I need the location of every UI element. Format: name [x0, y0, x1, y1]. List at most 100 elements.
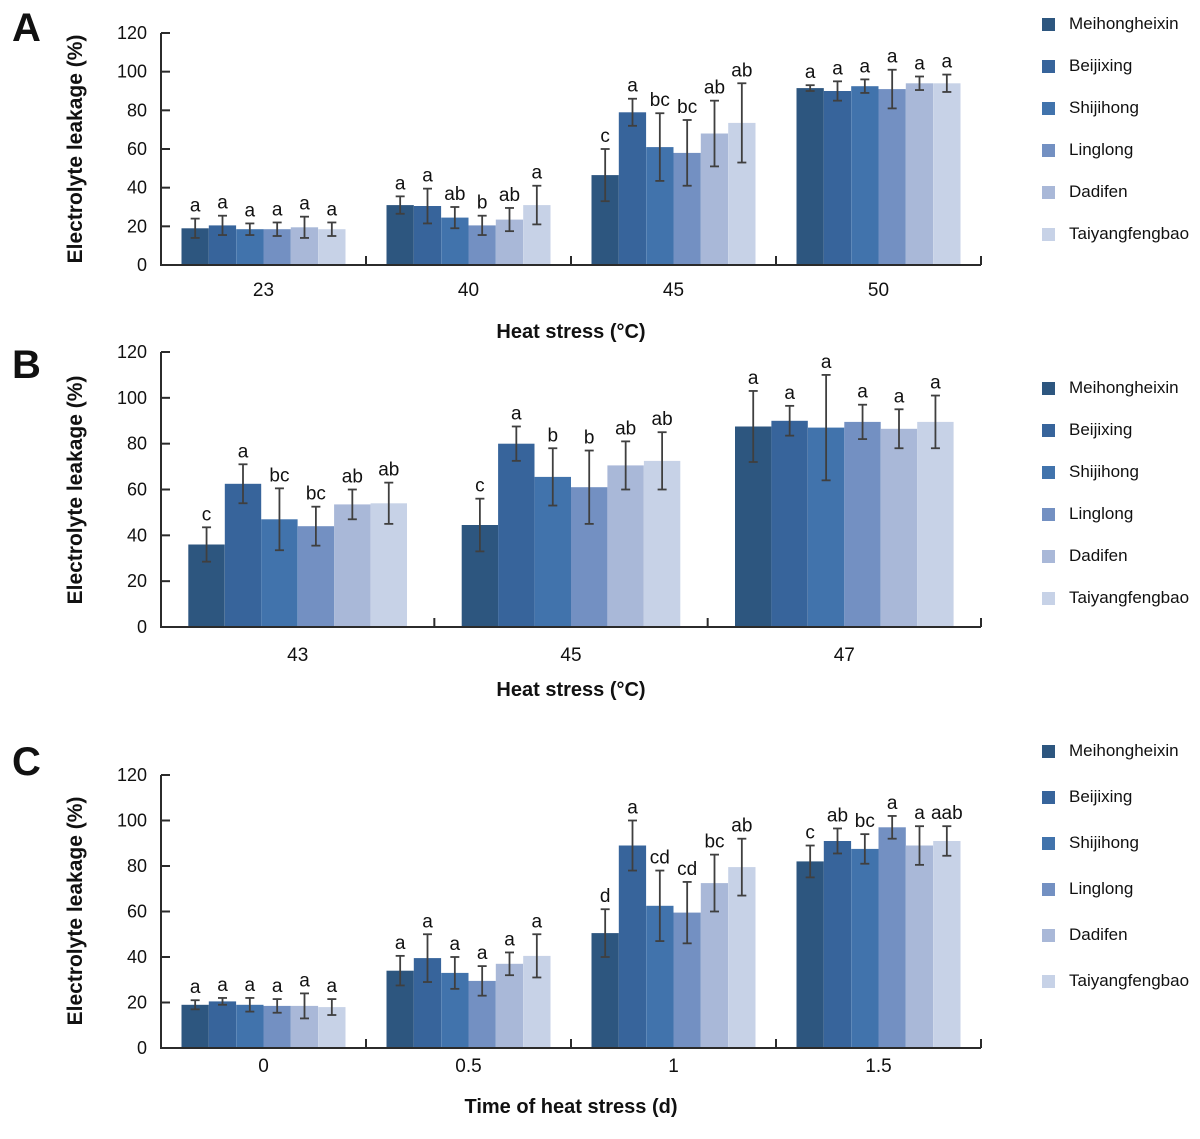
- error-bar: [748, 390, 758, 463]
- legend-swatch-icon: [1042, 591, 1055, 605]
- error-bar: [477, 965, 487, 997]
- error-bar: [300, 992, 309, 1020]
- significance-letter: d: [600, 886, 611, 907]
- error-bar: [710, 99, 719, 168]
- legend-label: Dadifen: [1069, 546, 1128, 565]
- panel-b-legend: Meihongheixin Beijixing Shijihong Linglong D…: [1042, 378, 1189, 608]
- significance-letter: ab: [827, 806, 848, 827]
- significance-letter: a: [299, 194, 310, 215]
- error-bar: [628, 819, 637, 872]
- significance-letter: a: [190, 977, 201, 998]
- significance-letter: aab: [931, 803, 963, 824]
- error-bar: [942, 73, 952, 93]
- legend-swatch-icon: [1042, 381, 1055, 395]
- error-bar: [710, 853, 719, 913]
- panel-c-legend: Meihongheixin Beijixing Shijihong Linglong D…: [1042, 741, 1189, 991]
- legend-label: Shijihong: [1069, 833, 1139, 852]
- bar: [905, 83, 934, 265]
- significance-letter: c: [202, 504, 212, 525]
- significance-letter: ab: [444, 184, 465, 205]
- significance-letter: a: [395, 173, 406, 194]
- bar: [823, 91, 852, 265]
- significance-letter: b: [477, 193, 488, 214]
- bar: [796, 861, 824, 1048]
- error-bar: [238, 463, 248, 505]
- x-tick-label: 1: [668, 1056, 679, 1077]
- significance-letter: a: [238, 441, 249, 462]
- legend-label: Beijixing: [1069, 787, 1133, 806]
- significance-letter: bc: [704, 832, 724, 853]
- y-tick-label: 0: [137, 617, 147, 637]
- error-bar: [858, 403, 868, 440]
- legend-item-meihongheixin: Meihongheixin: [1042, 14, 1189, 34]
- error-bar: [600, 908, 610, 958]
- error-bar: [190, 217, 200, 239]
- error-bar: [584, 449, 594, 525]
- significance-letter: a: [821, 352, 832, 373]
- y-tick-label: 40: [127, 178, 147, 198]
- error-bar: [532, 933, 542, 979]
- bar: [796, 88, 824, 265]
- legend-label: Dadifen: [1069, 925, 1128, 944]
- significance-letter: c: [475, 476, 485, 497]
- error-bar: [450, 206, 460, 230]
- bar: [851, 848, 879, 1048]
- error-bar: [930, 394, 940, 450]
- legend-label: Meihongheixin: [1069, 741, 1179, 760]
- x-tick-label: 47: [834, 645, 855, 666]
- significance-letter: ab: [704, 78, 725, 99]
- significance-letter: ab: [615, 418, 636, 439]
- legend-label: Linglong: [1069, 879, 1134, 898]
- panel-c-x-axis-title: Time of heat stress (d): [464, 1096, 678, 1118]
- bar: [878, 89, 906, 265]
- significance-letter: a: [914, 803, 925, 824]
- bar: [618, 845, 647, 1048]
- legend-label: Shijihong: [1069, 98, 1139, 117]
- legend-swatch-icon: [1042, 143, 1055, 157]
- bar: [181, 1004, 209, 1048]
- significance-letter: a: [327, 200, 338, 221]
- bar: [334, 504, 371, 627]
- significance-letter: ab: [499, 185, 520, 206]
- significance-letter: a: [477, 943, 488, 964]
- significance-letter: bc: [269, 465, 289, 486]
- axes: [160, 32, 982, 266]
- error-bar: [785, 404, 795, 437]
- significance-letter: a: [422, 911, 433, 932]
- error-bar: [655, 112, 665, 182]
- error-bar: [475, 497, 485, 553]
- legend-swatch-icon: [1042, 101, 1055, 115]
- error-bar: [272, 998, 282, 1014]
- legend-swatch-icon: [1042, 227, 1055, 241]
- y-tick-label: 20: [127, 571, 147, 591]
- legend-swatch-icon: [1042, 549, 1055, 563]
- error-bar: [272, 221, 282, 237]
- error-bar: [657, 431, 667, 491]
- significance-letter: ab: [731, 60, 752, 81]
- significance-letter: a: [784, 383, 795, 404]
- panel-c-letter: C: [12, 740, 41, 784]
- significance-letter: ab: [342, 467, 363, 488]
- legend-item-taiyangfengbao: Taiyangfengbao: [1042, 224, 1189, 244]
- significance-letter: a: [532, 911, 543, 932]
- error-bar: [833, 827, 842, 855]
- bar: [728, 867, 756, 1048]
- legend-item-taiyangfengbao: Taiyangfengbao: [1042, 588, 1189, 608]
- error-bar: [628, 97, 637, 127]
- significance-letter: a: [450, 934, 461, 955]
- bar: [386, 205, 414, 265]
- legend-item-dadifen: Dadifen: [1042, 546, 1189, 566]
- panel-a-legend: Meihongheixin Beijixing Shijihong Linglong D…: [1042, 14, 1189, 244]
- error-bar: [505, 951, 514, 977]
- y-tick-label: 60: [127, 139, 147, 159]
- legend-label: Beijixing: [1069, 56, 1133, 75]
- bar: [208, 1001, 237, 1048]
- error-bar: [737, 82, 747, 164]
- legend-swatch-icon: [1042, 465, 1055, 479]
- x-tick-label: 40: [458, 280, 479, 301]
- legend-item-beijixing: Beijixing: [1042, 787, 1189, 807]
- error-bar: [942, 825, 952, 857]
- error-bar: [600, 148, 610, 203]
